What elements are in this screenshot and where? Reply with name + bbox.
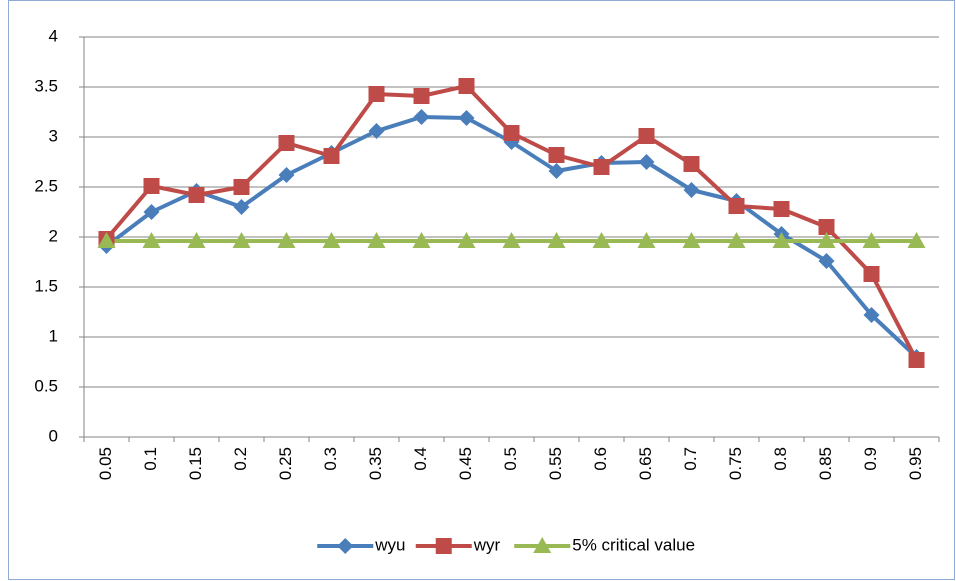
marker [368,123,385,139]
marker [412,232,431,248]
y-tick-label: 2 [49,226,58,245]
x-tick-label: 0.05 [96,447,115,480]
y-tick-label: 0.5 [34,376,58,395]
marker [233,179,250,195]
x-tick-label: 0.1 [141,447,160,471]
marker [187,232,206,248]
marker [97,232,116,248]
marker [908,352,925,368]
y-tick-label: 4 [49,26,58,45]
marker [277,232,296,248]
marker [547,232,566,248]
marker [907,232,926,248]
marker [278,167,295,183]
marker [232,232,251,248]
marker [638,128,655,144]
marker [773,201,790,217]
y-tick-label: 1 [49,326,58,345]
marker [818,219,835,235]
y-tick-label: 1.5 [34,276,58,295]
marker [817,232,836,248]
marker [862,232,881,248]
marker [503,125,520,141]
marker [727,232,746,248]
marker [533,537,552,553]
marker [322,232,341,248]
marker [413,109,430,125]
x-tick-label: 0.35 [366,447,385,480]
marker [458,78,475,94]
y-tick-label: 0 [49,426,58,445]
x-tick-label: 0.15 [186,447,205,480]
marker [413,88,430,104]
marker [142,232,161,248]
marker [682,232,701,248]
marker [593,159,610,175]
chart-border [8,0,955,580]
x-tick-label: 0.6 [591,447,610,471]
marker [728,198,745,214]
marker [337,538,354,554]
marker [502,232,521,248]
marker [548,147,565,163]
marker [368,86,385,102]
x-tick-label: 0.55 [546,447,565,480]
marker [592,232,611,248]
marker [818,253,835,269]
x-tick-label: 0.75 [726,447,745,480]
marker [233,199,250,215]
marker [435,538,452,554]
marker [863,307,880,323]
y-tick-label: 2.5 [34,176,58,195]
x-tick-label: 0.7 [681,447,700,471]
x-tick-label: 0.45 [456,447,475,480]
x-tick-label: 0.8 [771,447,790,471]
marker [278,135,295,151]
marker [458,110,475,126]
x-tick-label: 0.95 [906,447,925,480]
x-tick-label: 0.3 [321,447,340,471]
x-tick-label: 0.25 [276,447,295,480]
marker [637,232,656,248]
x-tick-label: 0.85 [816,447,835,480]
marker [143,204,160,220]
marker [638,154,655,170]
y-tick-label: 3 [49,126,58,145]
marker [323,148,340,164]
marker [683,156,700,172]
marker [143,178,160,194]
marker [548,163,565,179]
legend-label: 5% critical value [572,535,695,554]
x-tick-label: 0.9 [861,447,880,471]
marker [863,266,880,282]
legend-label: wyu [374,535,405,554]
x-tick-label: 0.65 [636,447,655,480]
legend-label: wyr [473,535,501,554]
marker [188,187,205,203]
marker [367,232,386,248]
x-tick-label: 0.4 [411,447,430,471]
marker [457,232,476,248]
marker [772,232,791,248]
y-tick-label: 3.5 [34,76,58,95]
x-tick-label: 0.5 [501,447,520,471]
marker [683,182,700,198]
x-tick-label: 0.2 [231,447,250,471]
